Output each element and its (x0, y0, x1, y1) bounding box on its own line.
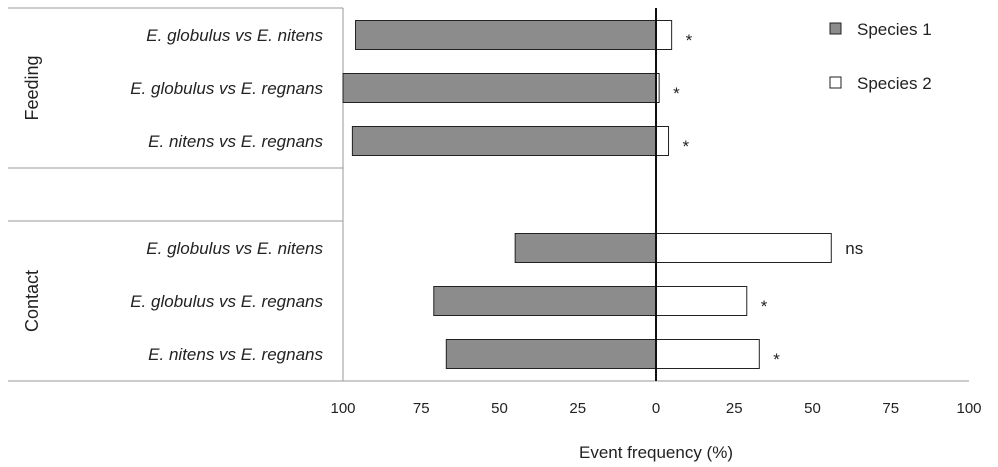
legend-label: Species 2 (857, 74, 932, 93)
legend-swatch-species-2 (829, 76, 842, 89)
category-label: E. nitens vs E. regnans (148, 132, 323, 151)
x-tick-label: 25 (569, 400, 586, 417)
legend: Species 1 Species 2 (829, 20, 932, 93)
bar-species-1 (433, 286, 657, 316)
x-tick-label: 25 (726, 400, 743, 417)
significance-label: * (773, 350, 780, 369)
x-tick-label: 0 (652, 400, 660, 417)
bars-layer (342, 8, 832, 381)
bar-species-1 (342, 73, 657, 103)
bar-species-1 (445, 339, 657, 369)
legend-swatch-species-1 (829, 22, 842, 35)
significance-label: ns (845, 239, 863, 258)
significance-label: * (683, 137, 690, 156)
chart-frame (8, 7, 969, 382)
bar-species-2 (655, 126, 670, 156)
bar-species-1 (351, 126, 657, 156)
category-label: E. globulus vs E. nitens (146, 26, 323, 45)
bar-species-1 (514, 233, 657, 263)
bar-species-2 (655, 233, 832, 263)
x-tick-label: 100 (330, 400, 355, 417)
category-label: E. globulus vs E. regnans (130, 292, 323, 311)
bar-species-2 (655, 339, 760, 369)
bar-species-1 (355, 20, 657, 50)
significance-label: * (673, 84, 680, 103)
category-label: E. nitens vs E. regnans (148, 345, 323, 364)
x-tick-label: 50 (804, 400, 821, 417)
legend-label: Species 1 (857, 20, 932, 39)
x-axis-title: Event frequency (%) (579, 443, 733, 462)
labels-layer: E. globulus vs E. nitens * E. globulus vs … (22, 26, 982, 417)
x-tick-label: 75 (882, 400, 899, 417)
x-tick-label: 75 (413, 400, 430, 417)
significance-label: * (686, 31, 693, 50)
bar-species-2 (655, 286, 748, 316)
x-tick-label: 50 (491, 400, 508, 417)
category-label: E. globulus vs E. nitens (146, 239, 323, 258)
group-label: Contact (22, 270, 42, 332)
significance-label: * (761, 297, 768, 316)
bar-species-2 (655, 20, 673, 50)
group-label: Feeding (22, 55, 42, 120)
category-label: E. globulus vs E. regnans (130, 79, 323, 98)
x-tick-label: 100 (956, 400, 981, 417)
